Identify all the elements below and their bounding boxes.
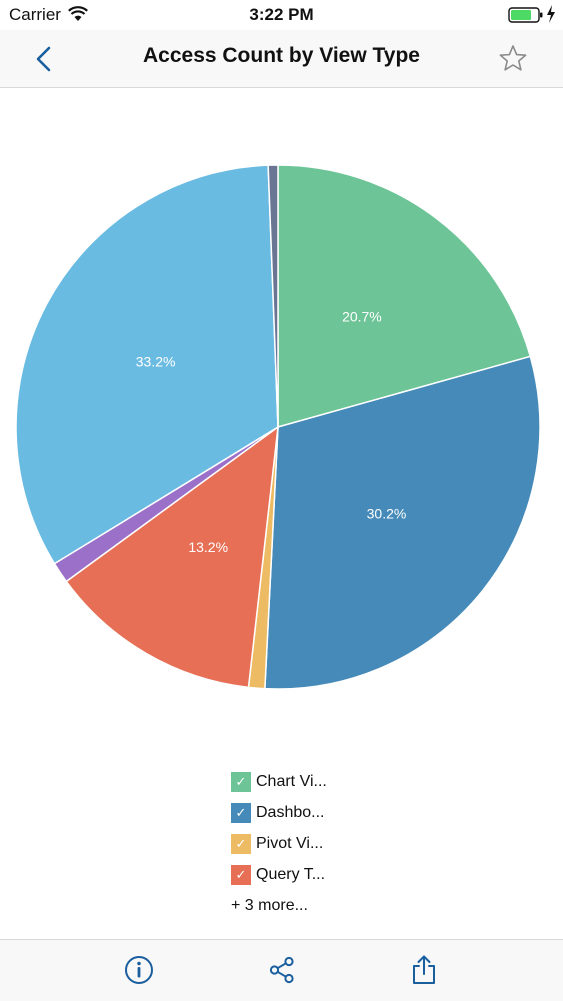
charging-bolt-icon — [547, 5, 555, 23]
bottom-toolbar — [0, 939, 563, 1001]
legend-checkbox[interactable]: ✓ — [231, 771, 251, 792]
chart-legend: ✓ Chart Vi... ✓ Dashbo... ✓ Pivot Vi... … — [231, 766, 431, 921]
info-icon — [125, 956, 153, 984]
wifi-icon — [68, 6, 88, 21]
page-title: Access Count by View Type — [143, 44, 420, 67]
legend-label: Dashbo... — [256, 803, 325, 821]
pie-slice-1[interactable] — [277, 164, 532, 428]
legend-checkbox[interactable]: ✓ — [231, 864, 251, 885]
star-icon — [499, 45, 527, 71]
legend-item-query-table[interactable]: ✓ Query T... — [231, 859, 431, 890]
carrier-label: Carrier — [9, 5, 61, 24]
legend-item-pivot-view[interactable]: ✓ Pivot Vi... — [231, 828, 431, 859]
battery-icon — [508, 7, 543, 23]
export-icon — [413, 955, 435, 984]
pie-slice-2[interactable] — [264, 355, 541, 690]
info-button[interactable] — [123, 954, 155, 986]
legend-item-chart-view[interactable]: ✓ Chart Vi... — [231, 766, 431, 797]
legend-label: Query T... — [256, 865, 326, 883]
pie-chart[interactable]: 20.7% 30.2% 13.2% 33.2% — [0, 88, 563, 748]
pie-slice-6[interactable] — [15, 164, 279, 565]
legend-checkbox[interactable]: ✓ — [231, 833, 251, 854]
legend-label: Chart Vi... — [256, 772, 327, 790]
favorite-button[interactable] — [496, 42, 530, 76]
pie-slice-label: 13.2% — [188, 539, 228, 555]
back-button[interactable] — [28, 42, 62, 76]
legend-label: Pivot Vi... — [256, 834, 324, 852]
pie-slice-label: 20.7% — [342, 308, 382, 324]
share-button[interactable] — [266, 954, 298, 986]
status-bar: Carrier 3:22 PM — [0, 0, 563, 30]
chevron-left-icon — [36, 46, 51, 72]
legend-more-link[interactable]: + 3 more... — [231, 897, 308, 914]
chart-area: 20.7% 30.2% 13.2% 33.2% — [0, 88, 563, 748]
export-button[interactable] — [408, 954, 440, 986]
pie-slice-label: 33.2% — [136, 353, 176, 369]
legend-checkbox[interactable]: ✓ — [231, 802, 251, 823]
pie-slice-4[interactable] — [65, 425, 279, 689]
status-time: 3:22 PM — [249, 5, 314, 24]
legend-item-dashboard[interactable]: ✓ Dashbo... — [231, 797, 431, 828]
pie-slice-label: 30.2% — [367, 506, 407, 522]
share-icon — [269, 956, 294, 984]
navigation-bar: Access Count by View Type — [0, 30, 563, 88]
pie-slice-7[interactable] — [267, 164, 279, 428]
